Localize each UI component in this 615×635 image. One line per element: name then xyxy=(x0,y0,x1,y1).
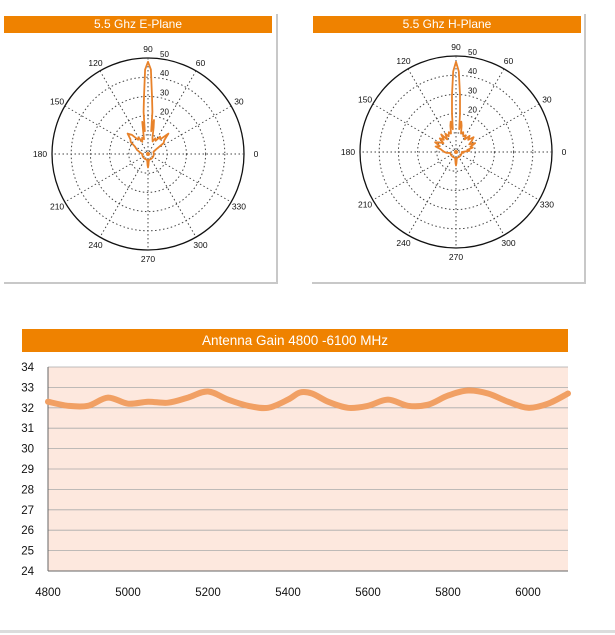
polar-grid-ring xyxy=(89,95,207,213)
polar-pattern-line xyxy=(126,60,170,169)
polar-angle-label: 240 xyxy=(396,238,410,248)
polar-grid-ring xyxy=(109,115,187,193)
polar-angle-label: 120 xyxy=(396,56,410,66)
footer-divider xyxy=(0,630,615,633)
h-plane-polar-chart: 0 30 60 90 120 150 180 210 240 270 300 330 20 30 40 50 xyxy=(341,42,567,262)
polar-angle-label: 270 xyxy=(449,252,463,262)
y-tick-label: 29 xyxy=(21,464,34,476)
polar-grid-ring xyxy=(397,93,515,211)
e-plane-panel xyxy=(4,14,278,284)
polar-angle-label: 150 xyxy=(358,95,372,105)
polar-angle-label: 90 xyxy=(143,44,153,54)
x-tick-label: 5400 xyxy=(275,587,301,599)
y-tick-label: 24 xyxy=(21,566,34,578)
polar-radial-label: 50 xyxy=(468,48,477,57)
antenna-gain-line-chart: 24 25 26 27 28 29 30 31 32 33 34 4800 5000 5200 5400 56… xyxy=(21,362,571,599)
gain-chart-title: Antenna Gain 4800 -6100 MHz xyxy=(22,329,568,352)
polar-radial-label: 20 xyxy=(160,108,169,117)
polar-grid-ring xyxy=(417,113,495,191)
h-plane-panel xyxy=(312,14,586,284)
polar-angle-label: 0 xyxy=(254,149,259,159)
polar-radial-label: 30 xyxy=(160,88,169,97)
polar-angle-label: 180 xyxy=(341,147,355,157)
polar-radial-label: 50 xyxy=(160,50,169,59)
polar-angle-label: 90 xyxy=(451,42,461,52)
polar-radial-label: 30 xyxy=(468,86,477,95)
polar-radial-label: 40 xyxy=(468,67,477,76)
gain-series-line xyxy=(45,387,571,412)
polar-center-dot xyxy=(454,150,458,154)
polar-angle-label: 120 xyxy=(88,58,102,68)
e-plane-polar-chart: 0 30 60 90 120 150 180 210 240 270 300 330 20 30 40 50 xyxy=(33,44,259,264)
x-tick-label: 6000 xyxy=(515,587,541,599)
y-tick-label: 28 xyxy=(21,484,34,496)
polar-angle-label: 300 xyxy=(501,238,515,248)
polar-angle-label: 300 xyxy=(193,240,207,250)
polar-center-dot xyxy=(146,152,150,156)
polar-angle-label: 180 xyxy=(33,149,47,159)
polar-angle-label: 210 xyxy=(50,202,64,212)
polar-angle-label: 330 xyxy=(540,200,554,210)
polar-angle-label: 240 xyxy=(88,240,102,250)
polar-angle-label: 150 xyxy=(50,97,64,107)
y-tick-label: 30 xyxy=(21,444,34,456)
polar-angle-label: 330 xyxy=(232,202,246,212)
polar-pattern-line xyxy=(434,60,476,167)
y-tick-label: 31 xyxy=(21,423,34,435)
x-tick-label: 5200 xyxy=(195,587,221,599)
y-tick-label: 26 xyxy=(21,525,34,537)
e-plane-title: 5.5 Ghz E-Plane xyxy=(4,16,272,33)
polar-angle-label: 0 xyxy=(562,147,567,157)
polar-angle-label: 30 xyxy=(542,95,552,105)
y-tick-label: 33 xyxy=(21,382,34,394)
polar-angle-label: 210 xyxy=(358,200,372,210)
x-tick-label: 5600 xyxy=(355,587,381,599)
y-tick-label: 32 xyxy=(21,403,34,415)
x-tick-label: 5800 xyxy=(435,587,461,599)
polar-angle-label: 270 xyxy=(141,254,155,264)
y-tick-label: 34 xyxy=(21,362,34,374)
y-tick-label: 27 xyxy=(21,505,34,517)
x-tick-label: 5000 xyxy=(115,587,141,599)
polar-radial-label: 20 xyxy=(468,106,477,115)
x-tick-label: 4800 xyxy=(35,587,61,599)
y-tick-label: 25 xyxy=(21,546,34,558)
polar-angle-label: 30 xyxy=(234,97,244,107)
h-plane-title: 5.5 Ghz H-Plane xyxy=(313,16,581,33)
polar-radial-label: 40 xyxy=(160,69,169,78)
polar-angle-label: 60 xyxy=(196,58,206,68)
polar-angle-label: 60 xyxy=(504,56,514,66)
